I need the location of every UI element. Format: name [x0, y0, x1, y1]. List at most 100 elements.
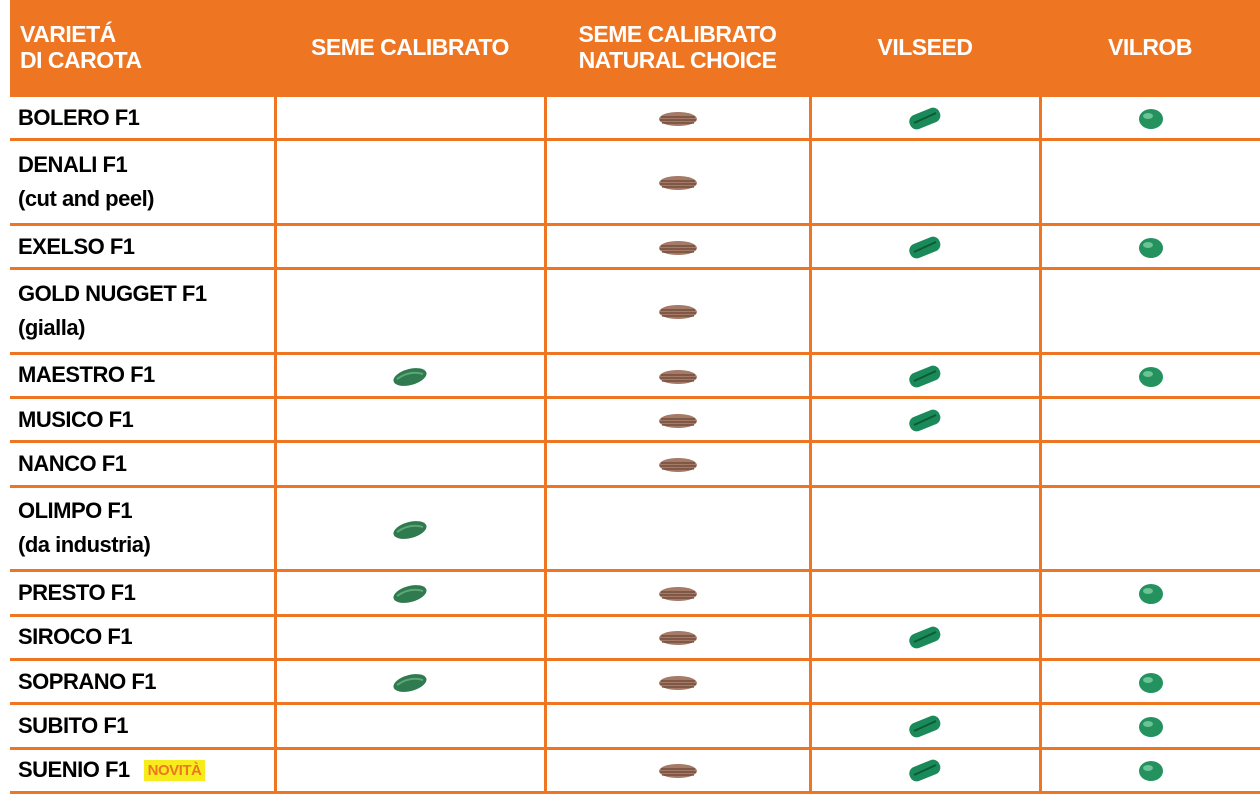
variety-cell: MUSICO F1 [10, 395, 277, 444]
variety-name: OLIMPO F1 [18, 498, 133, 524]
availability-cell [808, 746, 1042, 794]
variety-cell: SIROCO F1 [10, 613, 277, 661]
variety-cell: NANCO F1 [10, 440, 277, 488]
seed-natural-choice-icon [658, 111, 697, 126]
variety-name: MUSICO F1 [18, 406, 134, 432]
availability-cell [543, 351, 812, 400]
vilseed-icon [909, 627, 941, 649]
availability-cell [808, 657, 1042, 706]
availability-cell [543, 613, 812, 661]
seed-natural-choice-icon [658, 176, 697, 191]
availability-cell [808, 569, 1042, 617]
availability-cell [273, 746, 547, 794]
table-row: SIROCO F1 [10, 613, 1260, 661]
column-header: VILROB [1040, 0, 1260, 96]
header-row: VARIETÁ DI CAROTA SEME CALIBRATO SEME CALIB… [10, 0, 1260, 96]
variety-cell: PRESTO F1 [10, 569, 277, 617]
seed-calibrated-icon [393, 585, 427, 603]
table-row: PRESTO F1 [10, 569, 1260, 617]
availability-cell [273, 702, 547, 750]
seed-natural-choice-icon [658, 764, 697, 779]
availability-cell [273, 267, 547, 355]
availability-cell [543, 222, 812, 271]
variety-name: GOLD NUGGET F1 [18, 280, 207, 306]
vilseed-icon [909, 409, 941, 432]
availability-cell [543, 395, 812, 444]
variety-name: (gialla) [18, 314, 85, 340]
availability-cell [1038, 93, 1260, 142]
availability-cell [1038, 484, 1260, 573]
availability-cell [273, 93, 547, 142]
variety-name: (cut and peel) [18, 186, 155, 212]
seed-calibrated-icon [393, 367, 427, 386]
availability-cell [1038, 440, 1260, 488]
variety-cell: SUBITO F1 [10, 702, 277, 750]
seed-natural-choice-icon [658, 458, 697, 473]
availability-cell [543, 138, 812, 226]
availability-cell [808, 222, 1042, 271]
vilrob-icon [1138, 366, 1163, 387]
seed-natural-choice-icon [658, 240, 697, 255]
table-row: EXELSO F1 [10, 222, 1260, 271]
vilrob-icon [1138, 237, 1163, 258]
vilseed-icon [909, 365, 941, 387]
table-row: SOPRANO F1 [10, 657, 1260, 706]
table-row: DENALI F1 (cut and peel) [10, 138, 1260, 226]
variety-name: SOPRANO F1 [18, 668, 157, 694]
header-text: NATURAL CHOICE [578, 47, 777, 73]
header-text: VILSEED [877, 34, 973, 60]
vilrob-icon [1138, 108, 1163, 129]
variety-name: SIROCO F1 [18, 624, 133, 650]
variety-name: SUBITO F1 [18, 712, 129, 738]
availability-cell [808, 267, 1042, 355]
seed-calibrated-icon [393, 673, 427, 692]
availability-cell [1038, 351, 1260, 400]
availability-cell [808, 93, 1042, 142]
availability-cell [808, 138, 1042, 226]
vilseed-icon [909, 715, 941, 738]
column-header: VILSEED [810, 0, 1040, 96]
table-body: BOLERO F1 DENALI F1 (cut and peel) EXELSO F… [10, 93, 1260, 794]
variety-name: SUENIO F1 [18, 756, 130, 782]
availability-cell [273, 613, 547, 661]
availability-cell [543, 440, 812, 488]
variety-name: PRESTO F1 [18, 579, 136, 605]
availability-cell [543, 702, 812, 750]
header-text: VILROB [1108, 34, 1192, 60]
availability-cell [273, 484, 547, 573]
vilrob-icon [1138, 717, 1163, 738]
availability-cell [273, 440, 547, 488]
variety-cell: DENALI F1 (cut and peel) [10, 138, 277, 226]
availability-cell [543, 569, 812, 617]
table-row: GOLD NUGGET F1 (gialla) [10, 267, 1260, 355]
availability-cell [543, 93, 812, 142]
column-header: VARIETÁ DI CAROTA [10, 0, 275, 96]
variety-name: (da industria) [18, 532, 151, 558]
availability-cell [1038, 267, 1260, 355]
availability-cell [808, 484, 1042, 573]
table-row: SUENIO F1 NOVITÀ [10, 746, 1260, 794]
variety-name: NANCO F1 [18, 451, 127, 477]
availability-cell [543, 484, 812, 573]
availability-cell [808, 351, 1042, 400]
variety-name: MAESTRO F1 [18, 362, 155, 388]
availability-cell [1038, 746, 1260, 794]
new-badge: NOVITÀ [143, 759, 206, 781]
vilseed-icon [909, 236, 941, 259]
seed-natural-choice-icon [658, 369, 697, 384]
variety-cell: OLIMPO F1 (da industria) [10, 484, 277, 573]
availability-cell [273, 569, 547, 617]
availability-cell [273, 657, 547, 706]
carrot-varieties-table: VARIETÁ DI CAROTA SEME CALIBRATO SEME CALIB… [10, 0, 1260, 794]
availability-cell [273, 222, 547, 271]
availability-cell [1038, 395, 1260, 444]
availability-cell [808, 613, 1042, 661]
variety-cell: EXELSO F1 [10, 222, 277, 271]
variety-name: DENALI F1 [18, 152, 128, 178]
variety-cell: SOPRANO F1 [10, 657, 277, 706]
header-text: SEME CALIBRATO [311, 34, 509, 60]
availability-cell [1038, 222, 1260, 271]
table-row: MUSICO F1 [10, 395, 1260, 444]
table-row: MAESTRO F1 [10, 351, 1260, 400]
